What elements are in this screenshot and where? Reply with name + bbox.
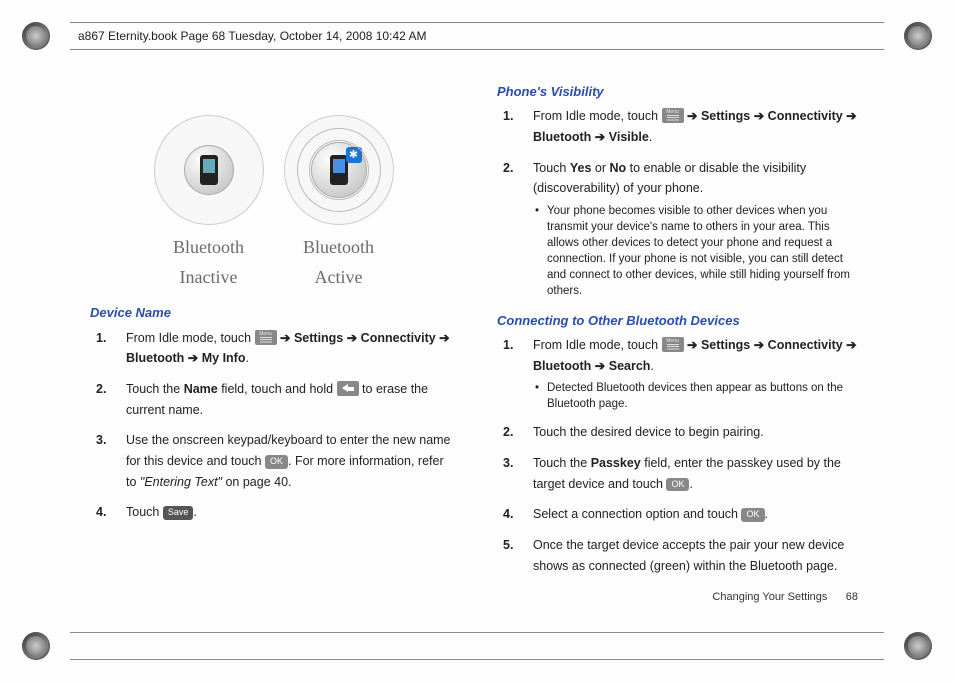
cstep-5: 5. Once the target device accepts the pa… xyxy=(527,535,864,576)
figure-labels: Bluetooth Inactive Bluetooth Active xyxy=(90,233,457,292)
phone-icon: ✱ xyxy=(311,142,367,198)
save-button-icon: Save xyxy=(163,506,194,520)
menu-icon xyxy=(255,330,277,345)
step-2: 2. Touch the Name field, touch and hold … xyxy=(120,379,457,420)
binder-ring-icon xyxy=(904,22,932,50)
inactive-label: Bluetooth Inactive xyxy=(154,233,264,292)
page-header: a867 Eternity.book Page 68 Tuesday, Octo… xyxy=(70,22,884,50)
page-footer-bar xyxy=(70,632,884,660)
bluetooth-inactive-ring xyxy=(154,115,264,225)
bluetooth-badge-icon: ✱ xyxy=(346,147,362,163)
bluetooth-figure: ✱ xyxy=(90,115,457,225)
step-3: 3. Use the onscreen keypad/keyboard to e… xyxy=(120,430,457,492)
bluetooth-active-ring: ✱ xyxy=(284,115,394,225)
connecting-steps: 1. From Idle mode, touch ➔ Settings ➔ Co… xyxy=(497,335,864,576)
step-1: 1. From Idle mode, touch ➔ Settings ➔ Co… xyxy=(120,328,457,369)
phone-icon xyxy=(184,145,234,195)
ok-button-icon: OK xyxy=(741,508,764,522)
ok-button-icon: OK xyxy=(666,478,689,492)
menu-icon xyxy=(662,337,684,352)
visibility-steps: 1. From Idle mode, touch ➔ Settings ➔ Co… xyxy=(497,106,864,299)
step-4: 4. Touch Save. xyxy=(120,502,457,523)
section-visibility: Phone's Visibility xyxy=(497,81,864,102)
backspace-icon xyxy=(337,381,359,396)
binder-ring-icon xyxy=(22,22,50,50)
binder-ring-icon xyxy=(22,632,50,660)
cstep-2: 2. Touch the desired device to begin pai… xyxy=(527,422,864,443)
phone-shape xyxy=(200,155,218,185)
section-connecting: Connecting to Other Bluetooth Devices xyxy=(497,310,864,331)
content: ✱ Bluetooth Inactive Bluetooth Active De… xyxy=(90,75,864,612)
active-label: Bluetooth Active xyxy=(284,233,394,292)
visibility-note: Your phone becomes visible to other devi… xyxy=(533,203,864,300)
menu-icon xyxy=(662,108,684,123)
vstep-2: 2. Touch Yes or No to enable or disable … xyxy=(527,158,864,300)
vstep-1: 1. From Idle mode, touch ➔ Settings ➔ Co… xyxy=(527,106,864,147)
section-device-name: Device Name xyxy=(90,302,457,323)
cstep-1: 1. From Idle mode, touch ➔ Settings ➔ Co… xyxy=(527,335,864,412)
ok-button-icon: OK xyxy=(265,455,288,469)
phone-shape xyxy=(330,155,348,185)
device-name-steps: 1. From Idle mode, touch ➔ Settings ➔ Co… xyxy=(90,328,457,523)
left-column: ✱ Bluetooth Inactive Bluetooth Active De… xyxy=(90,75,457,612)
cstep-4: 4. Select a connection option and touch … xyxy=(527,504,864,525)
binder-ring-icon xyxy=(904,632,932,660)
right-column: Phone's Visibility 1. From Idle mode, to… xyxy=(497,75,864,612)
connecting-note: Detected Bluetooth devices then appear a… xyxy=(533,380,864,412)
page-number-footer: Changing Your Settings 68 xyxy=(497,588,864,606)
cstep-3: 3. Touch the Passkey field, enter the pa… xyxy=(527,453,864,494)
header-text: a867 Eternity.book Page 68 Tuesday, Octo… xyxy=(78,29,426,43)
